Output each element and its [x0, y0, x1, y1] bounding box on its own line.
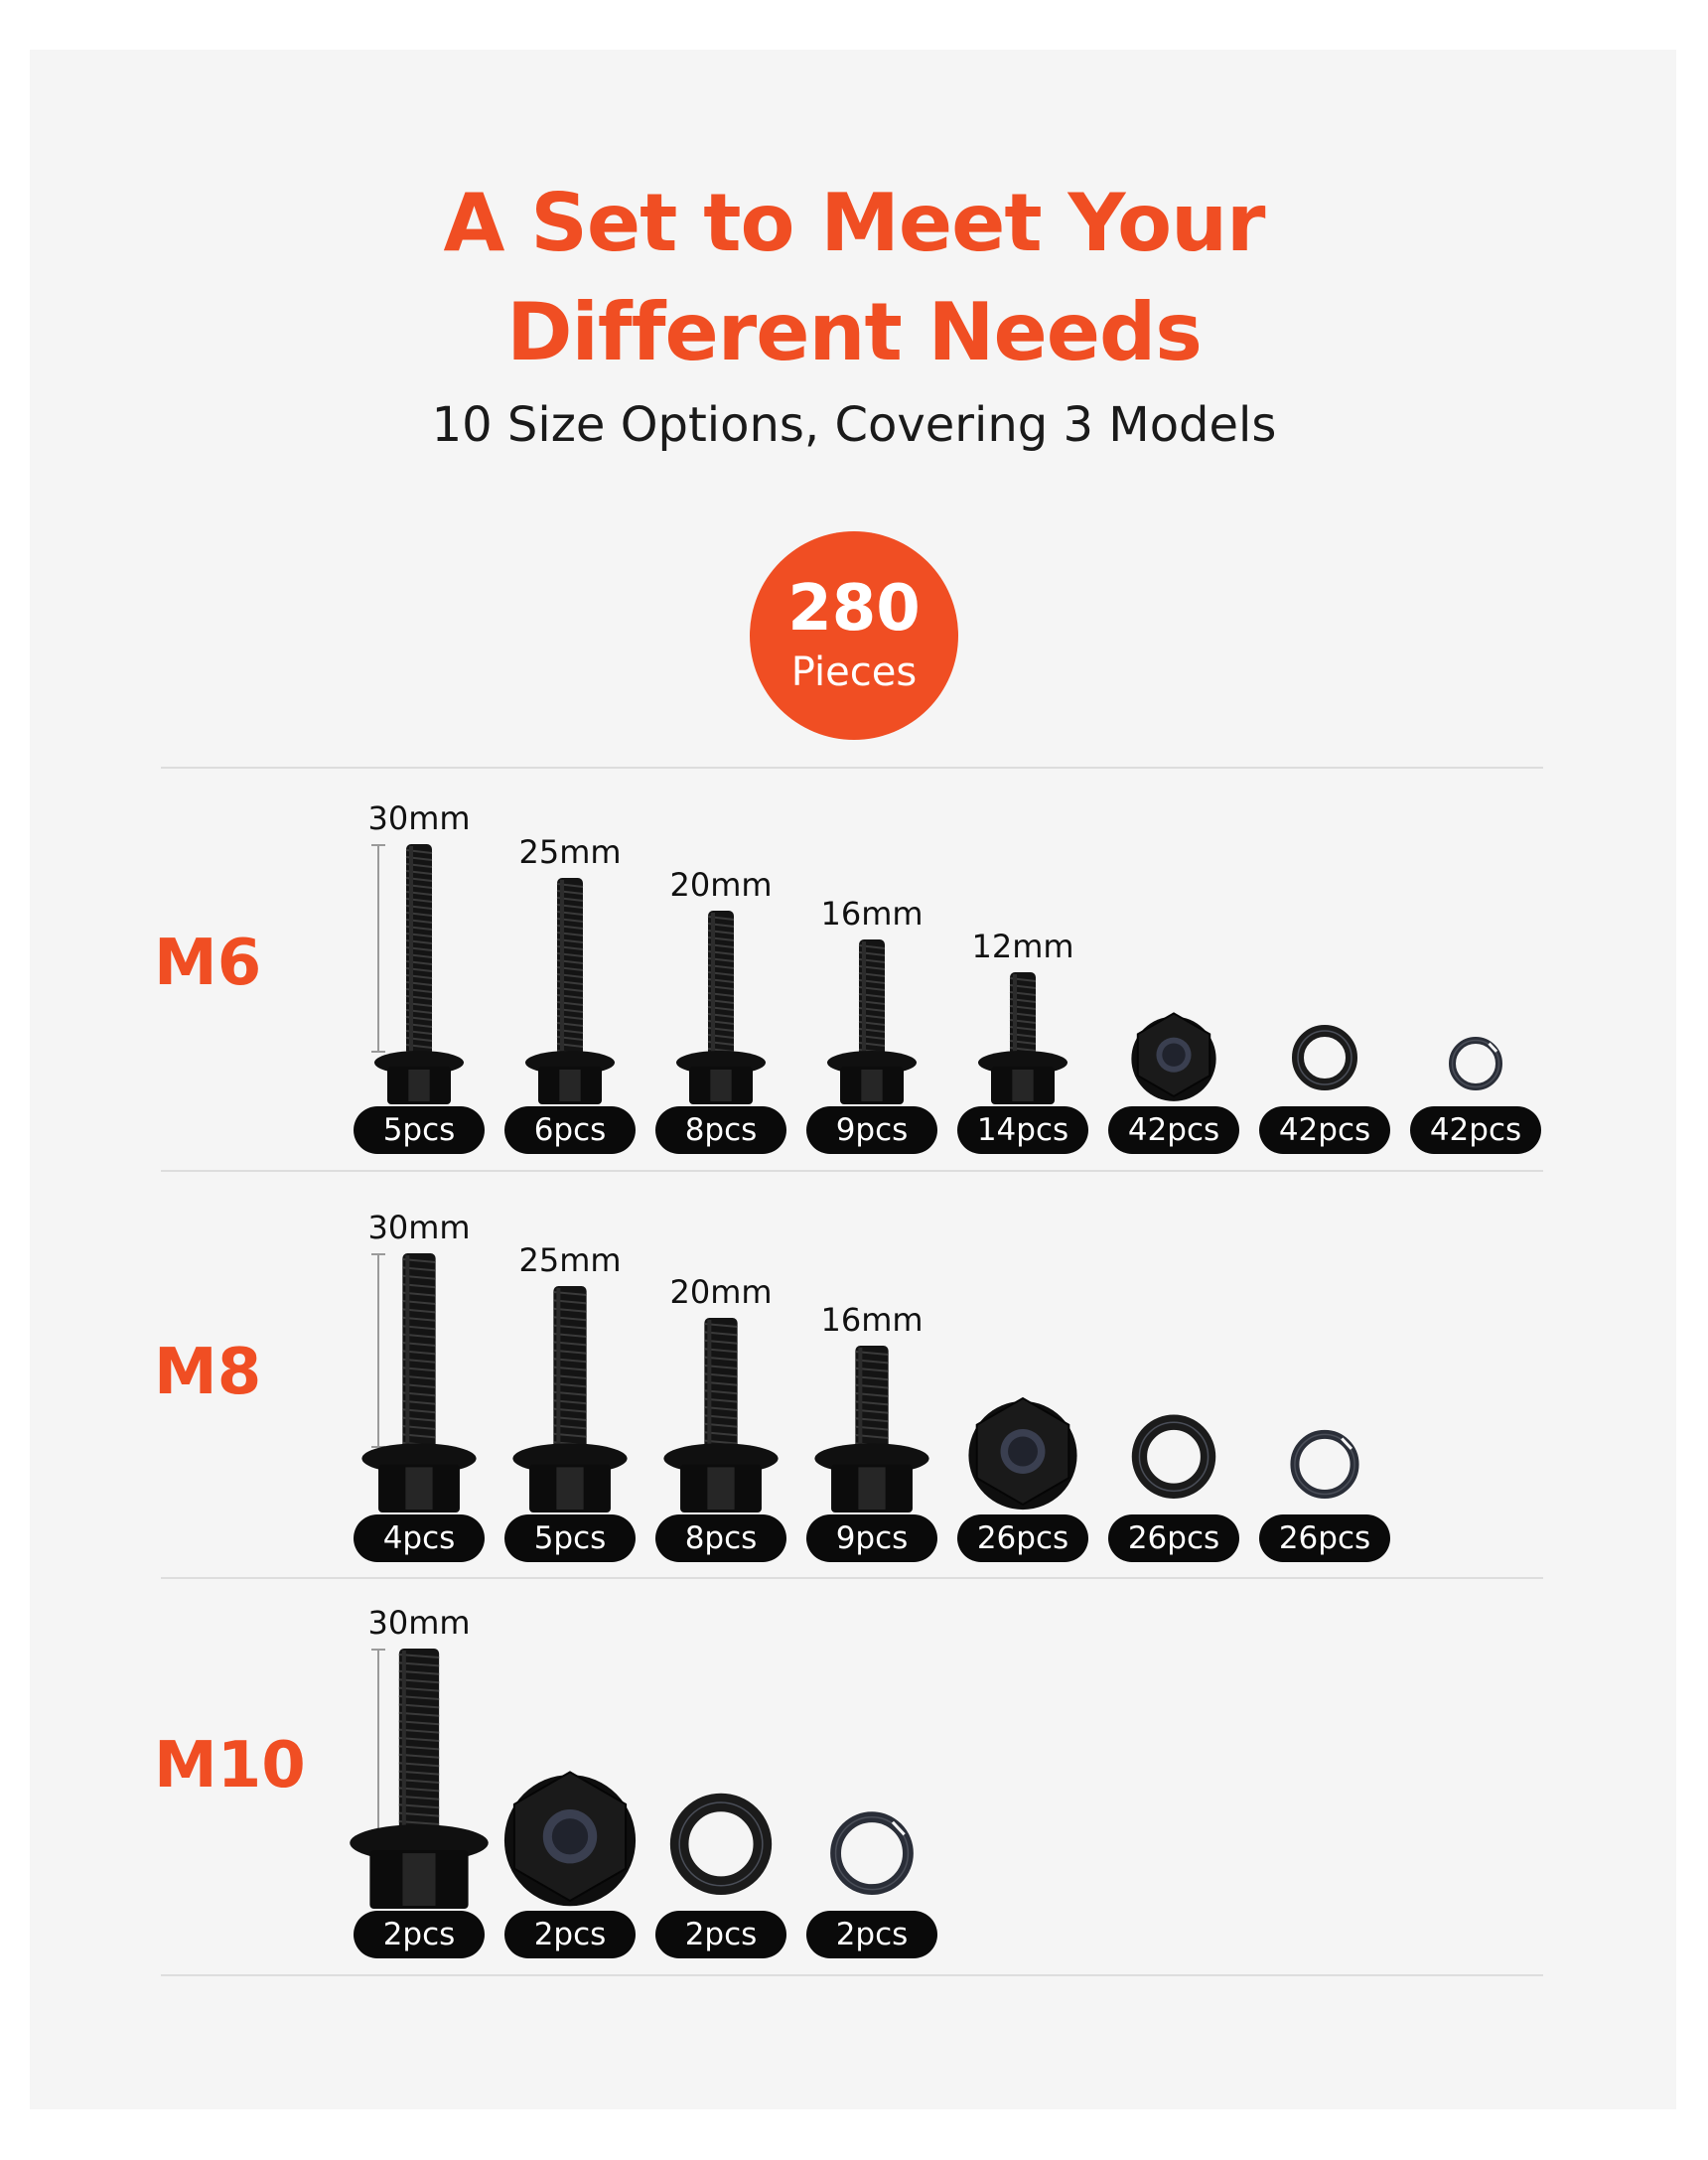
- flange-bolt-icon: [350, 1649, 489, 1909]
- bolt-length-label: 25mm: [518, 833, 622, 871]
- quantity-pill: 14pcs: [957, 1106, 1088, 1154]
- piece-count-number: 280: [787, 572, 921, 646]
- piece-count-badge: 280 Pieces: [750, 531, 958, 740]
- bolt-length-label: 20mm: [669, 866, 773, 904]
- flange-nut-icon: [503, 1771, 637, 1907]
- quantity-pill: 26pcs: [957, 1514, 1088, 1562]
- bolt-length-label: 20mm: [669, 1273, 773, 1311]
- piece-count-label: Pieces: [790, 649, 918, 695]
- quantity-pill: 26pcs: [1108, 1514, 1239, 1562]
- model-label-m8: M8: [154, 1336, 262, 1409]
- length-dimension-line: [371, 844, 385, 1053]
- title-line-1: A Set to Meet Your: [443, 177, 1266, 269]
- bolt-length-label: 12mm: [971, 928, 1074, 965]
- quantity-pill: 42pcs: [1108, 1106, 1239, 1154]
- quantity-pill: 2pcs: [655, 1911, 786, 1958]
- model-label-m6: M6: [154, 927, 262, 1000]
- quantity-pill: 26pcs: [1259, 1514, 1390, 1562]
- length-dimension-line: [371, 1253, 385, 1448]
- lock-washer-icon: [1290, 1429, 1359, 1500]
- quantity-pill: 2pcs: [504, 1911, 636, 1958]
- quantity-pill: 6pcs: [504, 1106, 636, 1154]
- flange-bolt-icon: [827, 939, 917, 1104]
- flange-bolt-icon: [525, 878, 615, 1104]
- divider-m6-m8: [161, 1170, 1543, 1172]
- page-subtitle: 10 Size Options, Covering 3 Models: [431, 397, 1277, 453]
- quantity-pill: 42pcs: [1259, 1106, 1390, 1154]
- quantity-pill: 5pcs: [504, 1514, 636, 1562]
- flat-washer-icon: [1292, 1025, 1357, 1090]
- bolt-length-label: 16mm: [820, 895, 924, 933]
- flange-bolt-icon: [814, 1346, 929, 1512]
- quantity-pill: 8pcs: [655, 1514, 786, 1562]
- quantity-pill: 2pcs: [806, 1911, 937, 1958]
- quantity-pill: 42pcs: [1410, 1106, 1541, 1154]
- quantity-pill: 9pcs: [806, 1106, 937, 1154]
- bolt-length-label: 30mm: [367, 799, 471, 837]
- divider-top: [161, 767, 1543, 769]
- bolt-length-label: 25mm: [518, 1241, 622, 1279]
- lock-washer-icon: [830, 1811, 914, 1896]
- quantity-pill: 8pcs: [655, 1106, 786, 1154]
- divider-bottom: [161, 1974, 1543, 1976]
- lock-washer-icon: [1449, 1037, 1502, 1090]
- flat-washer-icon: [1131, 1414, 1216, 1500]
- quantity-pill: 9pcs: [806, 1514, 937, 1562]
- bolt-length-label: 30mm: [367, 1209, 471, 1246]
- title-line-2: Different Needs: [506, 286, 1203, 378]
- page-title: A Set to Meet Your Different Needs: [0, 169, 1708, 387]
- flange-bolt-icon: [676, 911, 766, 1104]
- flange-bolt-icon: [374, 844, 464, 1104]
- bolt-length-label: 30mm: [367, 1604, 471, 1642]
- quantity-pill: 4pcs: [354, 1514, 485, 1562]
- flange-bolt-icon: [978, 972, 1068, 1104]
- flat-washer-icon: [669, 1793, 773, 1895]
- bolt-length-label: 16mm: [820, 1301, 924, 1339]
- flange-bolt-icon: [361, 1253, 477, 1512]
- flange-bolt-icon: [663, 1318, 779, 1512]
- quantity-pill: 5pcs: [354, 1106, 485, 1154]
- flange-nut-icon: [968, 1396, 1077, 1511]
- flange-nut-icon: [1131, 1012, 1216, 1101]
- model-label-m10: M10: [154, 1729, 306, 1802]
- quantity-pill: 2pcs: [354, 1911, 485, 1958]
- flange-bolt-icon: [512, 1286, 628, 1512]
- divider-m8-m10: [161, 1577, 1543, 1579]
